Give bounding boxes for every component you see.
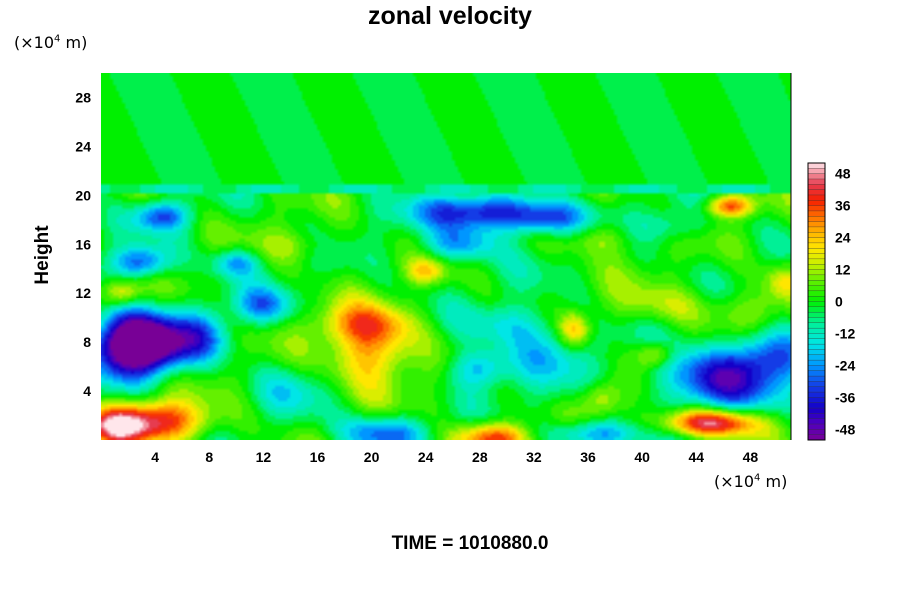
- colorbar-segment: [807, 173, 826, 180]
- colorbar-segment: [807, 194, 826, 201]
- colorbar-segment: [807, 242, 826, 249]
- colorbar-segment: [807, 269, 826, 276]
- colorbar-segment: [807, 178, 826, 185]
- colorbar-segment: [807, 413, 826, 420]
- colorbar-segment: [807, 189, 826, 196]
- colorbar-segment: [807, 258, 826, 265]
- colorbar-segment: [807, 386, 826, 393]
- y-tick-label: 28: [75, 89, 91, 105]
- colorbar-segment: [807, 402, 826, 409]
- chart-title: zonal velocity: [368, 2, 532, 30]
- colorbar-segment: [807, 253, 826, 260]
- colorbar-segment: [807, 280, 826, 286]
- colorbar-tick-label: 36: [835, 198, 851, 214]
- colorbar-segment: [807, 354, 826, 361]
- colorbar-segment: [807, 216, 826, 223]
- colorbar-segment: [807, 343, 826, 350]
- colorbar-segment: [807, 226, 826, 233]
- colorbar-segment: [807, 274, 826, 281]
- y-axis-unit: (×104 m): [14, 33, 88, 52]
- colorbar-segment: [807, 333, 826, 340]
- y-tick-label: 16: [75, 236, 91, 252]
- y-tick-label: 24: [75, 138, 91, 154]
- colorbar-segment: [807, 290, 826, 297]
- colorbar-segment: [807, 184, 826, 191]
- x-tick-label: 12: [256, 449, 272, 465]
- colorbar: [807, 162, 826, 441]
- colorbar-segment: [807, 381, 826, 388]
- colorbar-segment: [807, 317, 826, 324]
- y-tick-label: 8: [83, 334, 91, 350]
- colorbar-tick-label: -36: [835, 389, 855, 405]
- colorbar-segment: [807, 295, 826, 302]
- x-tick-label: 28: [472, 449, 488, 465]
- x-tick-label: 16: [310, 449, 326, 465]
- colorbar-segment: [807, 205, 826, 212]
- colorbar-segment: [807, 418, 826, 425]
- colorbar-segment: [807, 370, 826, 377]
- colorbar-segment: [807, 338, 826, 345]
- contour-field: [101, 73, 791, 440]
- colorbar-segment: [807, 391, 826, 398]
- colorbar-segment: [807, 221, 826, 228]
- x-axis-unit: (×104 m): [714, 472, 788, 491]
- plot-area: [101, 73, 792, 440]
- x-tick-label: 36: [580, 449, 596, 465]
- colorbar-segment: [807, 237, 826, 244]
- x-tick-label: 40: [634, 449, 650, 465]
- colorbar-segment: [807, 349, 826, 356]
- colorbar-frame: [807, 162, 826, 441]
- colorbar-segment: [807, 322, 826, 329]
- x-tick-label: 48: [743, 449, 759, 465]
- colorbar-segment: [807, 264, 826, 271]
- colorbar-segment: [807, 429, 826, 436]
- colorbar-tick-label: 12: [835, 262, 851, 278]
- colorbar-tick-label: 24: [835, 230, 851, 246]
- y-tick-label: 4: [83, 383, 91, 399]
- x-tick-label: 8: [205, 449, 213, 465]
- colorbar-tick-label: -24: [835, 357, 855, 373]
- time-label: TIME = 1010880.0: [391, 533, 549, 554]
- colorbar-segment: [807, 327, 826, 334]
- colorbar-segment: [807, 200, 826, 207]
- x-tick-label: 44: [689, 449, 705, 465]
- colorbar-segment: [807, 248, 826, 255]
- colorbar-segment: [807, 375, 826, 382]
- colorbar-segment: [807, 397, 826, 404]
- colorbar-tick-label: -48: [835, 421, 855, 437]
- colorbar-tick-label: -12: [835, 325, 855, 341]
- colorbar-ticks: 48 36 24 12 0 -12 -24 -36 -48: [835, 166, 855, 438]
- colorbar-segment: [807, 232, 826, 239]
- colorbar-segment: [807, 359, 826, 366]
- colorbar-segment: [807, 434, 826, 441]
- colorbar-segment: [807, 162, 826, 169]
- x-tick-label: 32: [526, 449, 542, 465]
- x-tick-label: 24: [418, 449, 434, 465]
- colorbar-segment: [807, 301, 826, 308]
- x-axis-ticks: 4 8 12 16 20 24 28 32 36 40 44 48: [151, 449, 758, 465]
- colorbar-segment: [807, 311, 826, 318]
- y-tick-label: 20: [75, 187, 91, 203]
- colorbar-segment: [807, 168, 826, 175]
- colorbar-tick-label: 48: [835, 166, 851, 182]
- colorbar-tick-label: 0: [835, 294, 843, 310]
- colorbar-segment: [807, 285, 826, 292]
- y-tick-label: 12: [75, 285, 91, 301]
- colorbar-segment: [807, 365, 826, 372]
- colorbar-segment: [807, 407, 826, 414]
- x-tick-label: 20: [364, 449, 380, 465]
- colorbar-segment: [807, 306, 826, 313]
- x-tick-label: 4: [151, 449, 159, 465]
- y-axis-ticks: 4 8 12 16 20 24 28: [75, 89, 91, 399]
- colorbar-segment: [807, 210, 826, 217]
- colorbar-segment: [807, 423, 826, 430]
